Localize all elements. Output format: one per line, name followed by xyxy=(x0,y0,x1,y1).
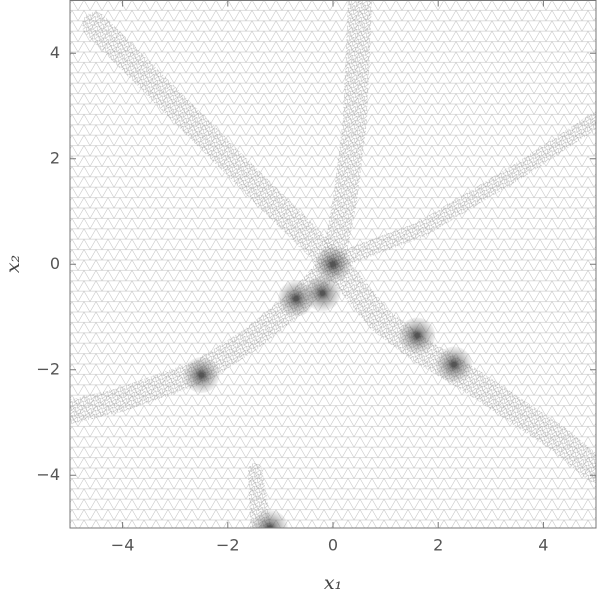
mesh-cluster xyxy=(251,510,288,528)
y-tick-label: −4 xyxy=(36,465,60,484)
y-axis-label: x₂ xyxy=(2,255,24,273)
mesh-node xyxy=(267,525,273,528)
mesh-node xyxy=(319,290,325,296)
y-tick-label: 0 xyxy=(50,254,60,273)
mesh-node xyxy=(330,261,336,267)
x-tick-label: −4 xyxy=(111,536,135,555)
mesh-node xyxy=(199,372,204,378)
y-tick-label: 2 xyxy=(50,148,60,167)
x-tick-label: 4 xyxy=(538,536,548,555)
mesh-node xyxy=(414,332,420,338)
x-tick-label: 0 xyxy=(328,536,338,555)
x-axis-label: x₁ xyxy=(324,572,342,594)
x-tick-label: 2 xyxy=(433,536,443,555)
mesh-node xyxy=(293,296,299,302)
y-tick-label: −2 xyxy=(36,359,60,378)
mesh-node xyxy=(451,361,457,367)
y-tick-label: 4 xyxy=(50,43,60,62)
x-tick-label: −2 xyxy=(216,536,240,555)
